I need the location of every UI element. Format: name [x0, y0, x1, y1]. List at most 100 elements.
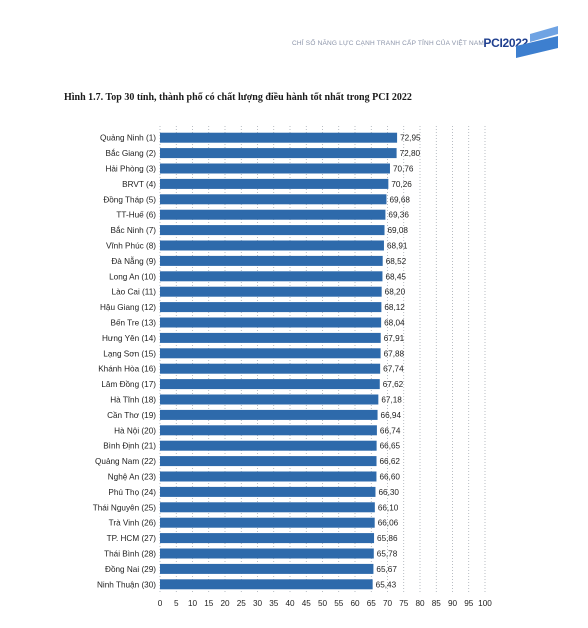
- x-tick-label: 50: [318, 599, 328, 608]
- pci-logo-icon: [516, 26, 558, 58]
- category-label: Bến Tre (13): [110, 319, 156, 328]
- bar: [160, 394, 379, 405]
- x-tick-label: 70: [383, 599, 393, 608]
- category-label: Quảng Ninh (1): [100, 134, 156, 143]
- x-tick-label: 95: [464, 599, 474, 608]
- category-label: Phú Thọ (24): [108, 488, 156, 497]
- x-tick-label: 65: [367, 599, 377, 608]
- category-label: Lạng Sơn (15): [103, 349, 156, 358]
- data-label: 70,26: [391, 180, 412, 189]
- data-label: 68,20: [385, 288, 406, 297]
- x-tick-label: 15: [204, 599, 214, 608]
- x-tick-label: 90: [448, 599, 458, 608]
- category-label: Bình Định (21): [103, 442, 156, 451]
- data-label: 67,62: [383, 380, 404, 389]
- category-label: Long An (10): [109, 272, 156, 281]
- bar: [160, 132, 398, 143]
- x-tick-label: 60: [350, 599, 360, 608]
- data-label: 69,08: [388, 226, 409, 235]
- bar: [160, 471, 377, 482]
- category-label: Đà Nẵng (9): [111, 256, 156, 266]
- data-label: 66,06: [378, 519, 399, 528]
- bar: [160, 517, 375, 528]
- data-label: 66,65: [380, 442, 401, 451]
- bar: [160, 348, 381, 359]
- x-tick-label: 100: [478, 599, 492, 608]
- bar: [160, 178, 389, 189]
- x-tick-label: 20: [220, 599, 230, 608]
- category-label: Đồng Nai (29): [105, 565, 156, 574]
- category-label: Cần Thơ (19): [107, 411, 156, 420]
- data-label: 67,18: [381, 396, 402, 405]
- category-label: TT-Huế (6): [116, 211, 156, 220]
- category-label: Bắc Giang (2): [105, 148, 156, 158]
- data-label: 65,78: [377, 550, 398, 559]
- data-label: 72,80: [400, 149, 421, 158]
- x-tick-label: 10: [188, 599, 198, 608]
- bar: [160, 271, 383, 282]
- x-tick-label: 80: [415, 599, 425, 608]
- category-label: TP. HCM (27): [107, 534, 157, 543]
- category-label: Đồng Tháp (5): [103, 195, 156, 204]
- bar: [160, 533, 375, 544]
- data-label: 65,43: [376, 580, 397, 589]
- bar: [160, 579, 373, 590]
- data-label: 68,45: [385, 272, 406, 281]
- category-label: Thái Nguyên (25): [93, 503, 157, 512]
- category-label: Hậu Giang (12): [100, 303, 156, 312]
- data-label: 65,86: [377, 534, 398, 543]
- category-label: Hà Tĩnh (18): [110, 396, 156, 405]
- category-label: Khánh Hòa (16): [98, 365, 156, 374]
- category-label: Hưng Yên (14): [102, 334, 156, 343]
- category-label: Hà Nội (20): [114, 426, 156, 435]
- category-label: Trà Vinh (26): [109, 519, 157, 528]
- data-label: 72,95: [400, 134, 421, 143]
- bar: [160, 302, 382, 313]
- data-label: 66,60: [379, 473, 400, 482]
- data-label: 69,36: [388, 211, 409, 220]
- x-tick-label: 40: [285, 599, 295, 608]
- category-label: Lào Cai (11): [112, 288, 157, 297]
- bar: [160, 502, 375, 513]
- bar: [160, 363, 381, 374]
- bar: [160, 225, 385, 236]
- x-tick-label: 5: [174, 599, 179, 608]
- bar: [160, 240, 384, 251]
- data-label: 67,91: [384, 334, 405, 343]
- data-label: 67,74: [383, 365, 404, 374]
- bar: [160, 332, 381, 343]
- bar: [160, 456, 377, 467]
- bar: [160, 379, 380, 390]
- bar: [160, 209, 386, 220]
- category-label: BRVT (4): [122, 180, 156, 189]
- category-label: Nghệ An (23): [108, 473, 157, 482]
- data-label: 68,52: [386, 257, 407, 266]
- data-label: 66,74: [380, 426, 401, 435]
- data-label: 69,68: [389, 195, 410, 204]
- data-label: 66,62: [380, 457, 401, 466]
- bar: [160, 486, 376, 497]
- report-series-title: CHỈ SỐ NĂNG LỰC CẠNH TRANH CẤP TỈNH CỦA …: [291, 40, 484, 47]
- bar: [160, 163, 390, 174]
- x-tick-label: 85: [432, 599, 442, 608]
- chart-title: Hình 1.7. Top 30 tỉnh, thành phố có chất…: [64, 92, 412, 103]
- data-label: 66,30: [378, 488, 399, 497]
- data-label: 65,67: [376, 565, 397, 574]
- data-label: 68,91: [387, 242, 408, 251]
- x-tick-label: 75: [399, 599, 409, 608]
- bar: [160, 425, 377, 436]
- category-label: Thái Bình (28): [104, 550, 156, 559]
- bar: [160, 317, 382, 328]
- bar: [160, 255, 383, 266]
- bar: [160, 440, 377, 451]
- category-label: Ninh Thuận (30): [97, 580, 156, 589]
- data-label: 66,94: [381, 411, 402, 420]
- x-tick-label: 25: [237, 599, 247, 608]
- category-label: Lâm Đồng (17): [101, 380, 156, 389]
- x-tick-label: 30: [253, 599, 263, 608]
- bar: [160, 286, 382, 297]
- x-tick-label: 0: [158, 599, 163, 608]
- bar: [160, 194, 387, 205]
- bar: [160, 148, 397, 159]
